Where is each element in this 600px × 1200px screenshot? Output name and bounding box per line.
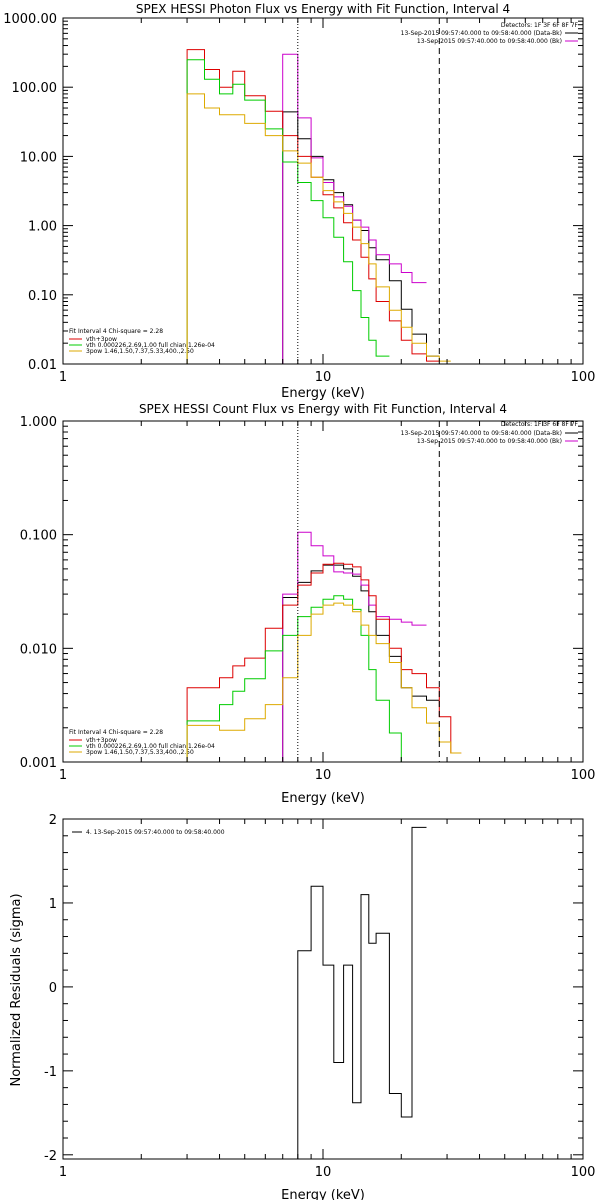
photon-flux-y-tick-label: 0.01 [28,358,57,373]
photon-flux-legend: Fit Interval 4 Chi-square = 2.28 vth+3po… [69,328,215,355]
photon-flux-y-tick-label: 0.10 [28,289,57,304]
count-flux-axes-frame [62,420,584,763]
residuals-xlabel: Energy (keV) [281,1188,365,1200]
photon-flux-series-4 [186,93,451,364]
photon-flux-x-tick-label: 100 [571,370,596,385]
count-flux-y-tick-label: 0.001 [20,756,57,771]
count-flux-series-1 [282,531,427,762]
photon-flux-header-data-bk: 13-Sep-2015 09:57:40.000 to 09:58:40.000… [401,30,562,37]
photon-flux-legend-vth-3pow: vth+3pow [86,336,117,343]
photon-flux-header-bk: 13-Sep-2015 09:57:40.000 to 09:58:40.000… [417,38,562,45]
count-flux-plot-area: 1 10 100 0.001 0.010 0.100 1.000 [20,415,596,783]
photon-flux-series-1 [282,53,427,364]
count-flux-x-tick-label: 1 [59,768,67,783]
residuals-panel: 4. 13-Sep-2015 09:57:40.000 to 09:58:40.… [9,829,365,1200]
count-flux-y-tick-label: 0.010 [20,642,57,657]
photon-flux-xlabel: Energy (keV) [281,386,365,401]
residuals-ylabel: Normalized Residuals (sigma) [9,893,24,1086]
count-flux-legend-fit: Fit Interval 4 Chi-square = 2.28 [69,729,163,736]
residuals-axes-frame [62,818,584,1160]
residuals-y-tick-label: -2 [44,1149,57,1164]
photon-flux-series-3 [186,59,390,364]
photon-flux-header: Detectors: 1F 3F 6F 8F 7F 13-Sep-2015 09… [401,22,579,45]
residuals-y-tick-label: -1 [44,1065,57,1080]
photon-flux-header-detectors: Detectors: 1F 3F 6F 8F 7F [501,22,579,29]
photon-flux-y-tick-label: 1.00 [28,220,57,235]
photon-flux-y-tick-label: 100.00 [12,81,58,96]
photon-flux-panel: SPEX HESSI Photon Flux vs Energy with Fi… [69,2,579,401]
count-flux-series-4 [186,602,462,762]
count-flux-header-detectors: Detectors: 1F 3F 6F 8F 7F [501,421,579,428]
count-flux-header-bk: 13-Sep-2015 09:57:40.000 to 09:58:40.000… [417,438,562,445]
photon-flux-plot-area: 1 10 100 0.01 0.10 1.00 10.00 100.00 1000.00 [3,12,595,385]
count-flux-xlabel: Energy (keV) [281,791,365,806]
photon-flux-legend-3pow: 3pow 1.46,1.50,7.37,5.33,400.,2.50 [86,348,194,355]
residuals-legend-text: 4. 13-Sep-2015 09:57:40.000 to 09:58:40.… [86,829,225,836]
count-flux-title: SPEX HESSI Count Flux vs Energy with Fit… [139,402,507,416]
count-flux-legend-vth: vth 0.000226,2.69,1.00 full chian 1.26e-… [86,743,215,750]
count-flux-x-tick-label: 100 [571,768,596,783]
photon-flux-y-tick-label: 10.00 [20,150,57,165]
count-flux-y-tick-label: 0.100 [20,529,57,544]
photon-flux-legend-fit: Fit Interval 4 Chi-square = 2.28 [69,328,163,335]
count-flux-legend-3pow: 3pow 1.46,1.50,7.37,5.33,400.,2.50 [86,749,194,756]
residuals-x-tick-label: 100 [571,1165,596,1180]
photon-flux-legend-vth: vth 0.000226,2.69,1.00 full chian 1.26e-… [86,342,215,349]
residuals-x-tick-label: 10 [315,1165,332,1180]
photon-flux-y-tick-label: 1000.00 [3,12,57,27]
photon-flux-x-tick-label: 10 [315,370,332,385]
count-flux-x-tick-label: 10 [315,768,332,783]
residuals-series-0 [297,826,427,1159]
photon-flux-title: SPEX HESSI Photon Flux vs Energy with Fi… [136,2,510,16]
count-flux-header: Detectors: 1F 3F 6F 8F 7F 13-Sep-2015 09… [401,421,579,445]
count-flux-legend: Fit Interval 4 Chi-square = 2.28 vth+3po… [69,729,215,756]
residuals-plot-area: 1 10 100 -2 -1 0 1 2 [44,813,595,1180]
residuals-y-tick-label: 1 [49,897,57,912]
residuals-legend: 4. 13-Sep-2015 09:57:40.000 to 09:58:40.… [72,829,225,836]
residuals-y-tick-label: 0 [49,981,57,996]
count-flux-legend-vth-3pow: vth+3pow [86,737,117,744]
count-flux-y-tick-label: 1.000 [20,415,57,430]
photon-flux-x-tick-label: 1 [59,370,67,385]
residuals-x-tick-label: 1 [59,1165,67,1180]
count-flux-header-data-bk: 13-Sep-2015 09:57:40.000 to 09:58:40.000… [401,430,562,437]
count-flux-series-0 [282,564,440,762]
count-flux-series-3 [186,595,412,762]
count-flux-series-2 [186,562,462,762]
residuals-y-tick-label: 2 [49,813,57,828]
count-flux-panel: SPEX HESSI Count Flux vs Energy with Fit… [69,402,579,806]
